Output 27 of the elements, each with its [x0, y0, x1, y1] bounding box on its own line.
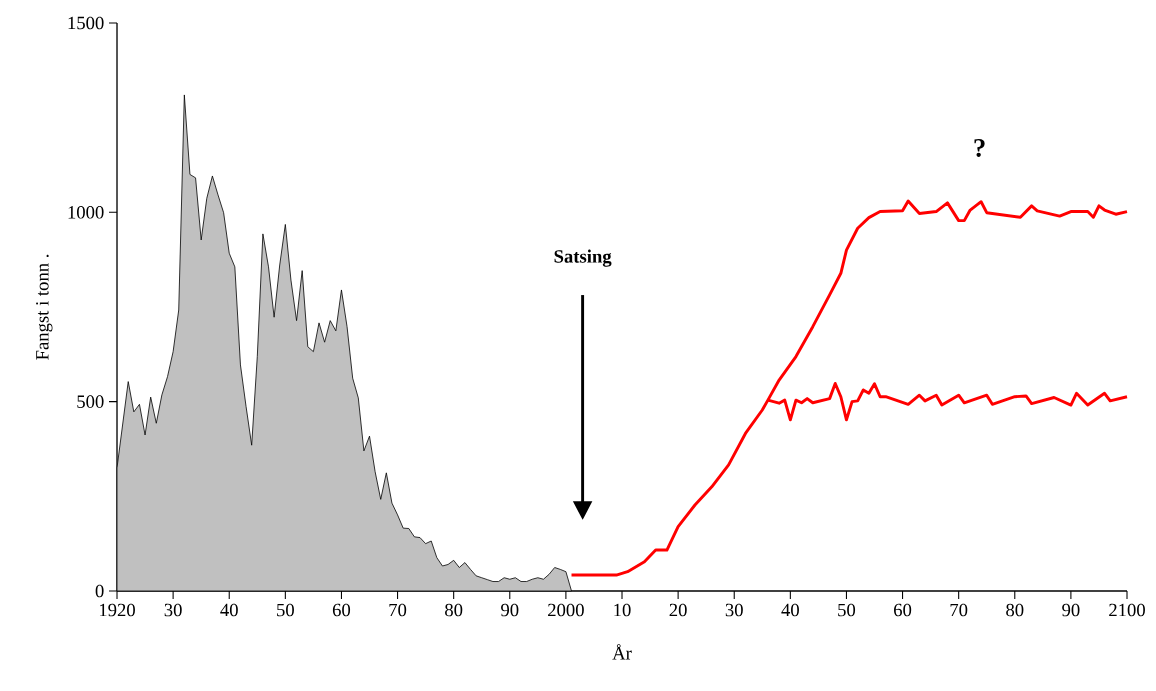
x-tick-label: 90	[1062, 603, 1080, 617]
x-tick-label: 2100	[1109, 603, 1145, 617]
x-tick-label: 90	[501, 603, 519, 617]
x-tick-label: 2000	[548, 603, 584, 617]
annotation: Satsing	[554, 249, 612, 267]
x-tick-label: 50	[838, 603, 856, 617]
x-tick-label: 10	[614, 603, 631, 617]
x-tick-label: 80	[1006, 603, 1024, 617]
y-tick-label: 1000	[68, 206, 104, 219]
y-tick-label: 500	[77, 395, 104, 408]
annotation: ?	[974, 138, 985, 157]
x-tick-label: 40	[220, 603, 238, 617]
y-tick-label: 1500	[68, 16, 104, 30]
x-tick-label: 30	[164, 603, 182, 617]
x-tick-label: 60	[332, 603, 351, 617]
x-tick-label: 40	[781, 603, 799, 617]
x-tick-label: 70	[950, 603, 968, 617]
x-tick-label: 20	[669, 603, 687, 617]
x-axis-title: År	[612, 644, 632, 660]
x-tick-label: 80	[445, 603, 463, 617]
x-tick-label: 60	[894, 603, 912, 617]
x-tick-label: 70	[389, 603, 407, 617]
y-axis-title: Fangst i tonn .	[36, 254, 53, 360]
x-tick-label: 50	[277, 603, 294, 617]
x-tick-label: 1920	[99, 603, 135, 617]
x-tick-label: 30	[725, 603, 743, 617]
y-tick-label: 0	[95, 584, 104, 598]
